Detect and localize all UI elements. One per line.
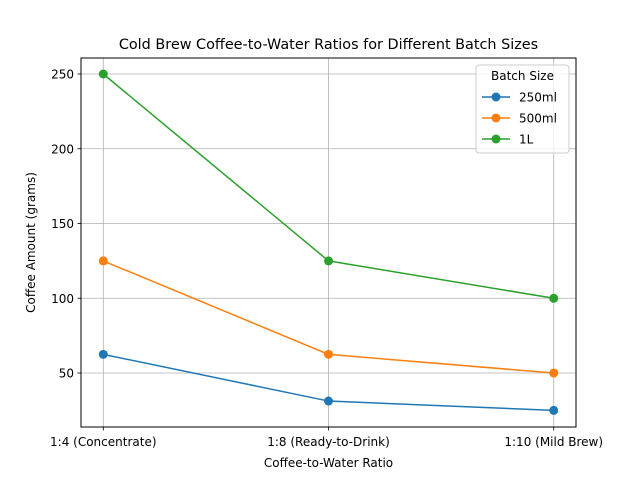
data-point xyxy=(98,256,108,266)
x-tick-label: 1:8 (Ready-to-Drink) xyxy=(267,435,390,449)
x-axis-label: Coffee-to-Water Ratio xyxy=(264,456,393,470)
x-tick-label: 1:4 (Concentrate) xyxy=(50,435,156,449)
series-250ml xyxy=(98,349,559,415)
legend-item: 1L xyxy=(482,133,534,147)
x-tick-label: 1:10 (Mild Brew) xyxy=(504,435,603,449)
data-point xyxy=(549,405,559,415)
legend-item: 250ml xyxy=(482,91,557,105)
y-tick-label: 200 xyxy=(51,142,74,156)
y-tick-label: 100 xyxy=(51,292,74,306)
y-tick-label: 50 xyxy=(59,367,74,381)
series-1l xyxy=(98,69,559,303)
series-group xyxy=(98,69,559,415)
legend-title: Batch Size xyxy=(491,69,554,83)
data-point xyxy=(324,256,333,266)
y-tick-label: 250 xyxy=(51,67,74,81)
series-500ml xyxy=(98,256,559,378)
y-tick-label: 150 xyxy=(51,217,74,231)
legend-label: 250ml xyxy=(519,91,557,105)
legend-marker xyxy=(491,92,501,102)
legend-marker xyxy=(491,113,501,123)
legend-label: 1L xyxy=(519,133,534,147)
data-point xyxy=(98,69,108,79)
x-axis: 1:4 (Concentrate) 1:8 (Ready-to-Drink) 1:1… xyxy=(50,427,603,449)
legend: Batch Size 250ml 500ml 1L xyxy=(475,64,570,154)
data-point xyxy=(324,349,333,359)
legend-label: 500ml xyxy=(519,112,557,126)
data-point xyxy=(549,368,559,378)
legend-box xyxy=(475,64,570,154)
data-point xyxy=(549,293,559,303)
y-axis-label: Coffee Amount (grams) xyxy=(24,172,38,313)
chart-title: Cold Brew Coffee-to-Water Ratios for Dif… xyxy=(119,37,538,53)
data-point xyxy=(324,396,333,406)
y-axis: 50 100 150 200 250 xyxy=(51,67,81,381)
legend-item: 500ml xyxy=(482,112,557,126)
legend-marker xyxy=(491,134,501,144)
data-point xyxy=(98,349,108,359)
